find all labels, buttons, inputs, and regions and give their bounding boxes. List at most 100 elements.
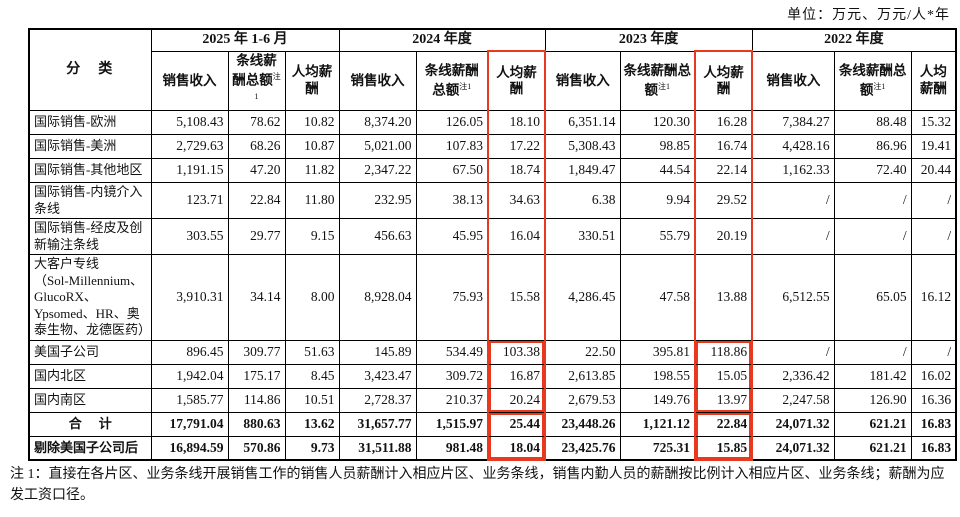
cell: 11.82: [284, 158, 340, 183]
cell: 15.32: [910, 110, 957, 135]
table-row: 国际销售-欧洲 5,108.43 78.62 10.82 8,374.20 126.05 1…: [28, 110, 957, 135]
year-header-2025: 2025 年 1-6 月: [150, 28, 340, 52]
cell: 2,679.53: [544, 387, 621, 413]
cell: /: [833, 339, 912, 365]
cell: 232.95: [338, 182, 417, 219]
cell: 1,121.12: [619, 411, 696, 437]
cell: 126.90: [833, 387, 912, 413]
cell: 1,942.04: [150, 363, 229, 389]
cell: 20.19: [694, 218, 754, 255]
row-label: 国际销售-内镜介入 条线: [28, 182, 152, 219]
cell: 18.10: [487, 110, 547, 135]
cell: 22.84: [694, 411, 754, 437]
cell: 126.05: [415, 110, 489, 135]
cell: 68.26: [227, 134, 286, 159]
table-body: 国际销售-欧洲 5,108.43 78.62 10.82 8,374.20 126.05 1…: [28, 110, 957, 461]
cell: 17,791.04: [150, 411, 229, 437]
cell: 13.62: [284, 411, 340, 437]
cell: 67.50: [415, 158, 489, 183]
cell: 395.81: [619, 339, 696, 365]
cell: 38.13: [415, 182, 489, 219]
row-label: 美国子公司: [28, 339, 152, 365]
col-header-salary-text: 条线薪酬总额: [232, 52, 277, 88]
footnote-ref: 注1: [873, 82, 886, 91]
table-header: 分 类 2025 年 1-6 月 2024 年度 2023 年度 2022 年度…: [28, 28, 957, 111]
col-header-salary: 条线薪酬总额注1: [833, 50, 912, 111]
cell: 2,247.58: [751, 387, 835, 413]
cell: 25.44: [487, 411, 547, 437]
cell: 2,728.37: [338, 387, 417, 413]
cell: 181.42: [833, 363, 912, 389]
cell: 31,657.77: [338, 411, 417, 437]
cell: 8,374.20: [338, 110, 417, 135]
cell: 4,286.45: [544, 254, 621, 341]
cell: 9.15: [284, 218, 340, 255]
col-header-avg: 人均薪酬: [694, 50, 754, 111]
cell: 2,347.22: [338, 158, 417, 183]
table-row: 剔除美国子公司后 16,894.59 570.86 9.73 31,511.88 981.…: [28, 435, 957, 461]
cell: 72.40: [833, 158, 912, 183]
sub-header-row: 销售收入 条线薪酬总额注1 人均薪酬 销售收入 条线薪酬总额注1 人均薪酬 销售收入 条线薪酬…: [29, 50, 957, 111]
cell: 149.76: [619, 387, 696, 413]
cell: 1,191.15: [150, 158, 229, 183]
footnote-ref: 注1: [254, 72, 281, 101]
cell: 8,928.04: [338, 254, 417, 341]
cell: 1,849.47: [544, 158, 621, 183]
cell: 19.41: [910, 134, 957, 159]
cell: 4,428.16: [751, 134, 835, 159]
cell: 24,071.32: [751, 435, 835, 461]
cell: 330.51: [544, 218, 621, 255]
cell: 303.55: [150, 218, 229, 255]
cell: 114.86: [227, 387, 286, 413]
cell: 22.14: [694, 158, 754, 183]
cell: 16.04: [487, 218, 547, 255]
corner-header: 分 类: [28, 28, 152, 111]
col-header-salary-text: 条线薪酬总额: [838, 62, 907, 98]
year-header-row: 分 类 2025 年 1-6 月 2024 年度 2023 年度 2022 年度: [28, 28, 957, 111]
cell: 18.74: [487, 158, 547, 183]
col-header-revenue: 销售收入: [338, 50, 417, 111]
cell: 309.77: [227, 339, 286, 365]
cell: 2,613.85: [544, 363, 621, 389]
cell: 621.21: [833, 435, 912, 461]
cell: 88.48: [833, 110, 912, 135]
cell: 107.83: [415, 134, 489, 159]
col-header-avg: 人均薪酬: [487, 50, 547, 111]
footnote-ref: 注1: [658, 82, 671, 91]
cell: 16,894.59: [150, 435, 229, 461]
col-header-revenue: 销售收入: [544, 50, 621, 111]
cell: 24,071.32: [751, 411, 835, 437]
cell: 6,351.14: [544, 110, 621, 135]
col-header-revenue: 销售收入: [150, 50, 229, 111]
cell: 45.95: [415, 218, 489, 255]
cell: 75.93: [415, 254, 489, 341]
cell: 16.12: [910, 254, 957, 341]
row-label: 合 计: [28, 411, 152, 437]
cell: 8.00: [284, 254, 340, 341]
cell: 5,308.43: [544, 134, 621, 159]
cell: 10.51: [284, 387, 340, 413]
cell: 16.28: [694, 110, 754, 135]
cell: 18.04: [487, 435, 547, 461]
cell: 16.83: [910, 411, 957, 437]
cell: 55.79: [619, 218, 696, 255]
cell: 2,729.63: [150, 134, 229, 159]
cell: 16.87: [487, 363, 547, 389]
cell: 118.86: [694, 339, 754, 365]
year-header-2023: 2023 年度: [544, 28, 753, 52]
cell: 7,384.27: [751, 110, 835, 135]
cell: 6,512.55: [751, 254, 835, 341]
cell: 145.89: [338, 339, 417, 365]
cell: 47.58: [619, 254, 696, 341]
row-label: 国际销售-其他地区: [28, 158, 152, 183]
cell: /: [910, 182, 957, 219]
cell: 23,425.76: [544, 435, 621, 461]
cell: 5,108.43: [150, 110, 229, 135]
col-header-salary: 条线薪酬总额注1: [415, 50, 489, 111]
cell: 13.88: [694, 254, 754, 341]
cell: /: [910, 218, 957, 255]
cell: 51.63: [284, 339, 340, 365]
table-row: 国际销售-美洲 2,729.63 68.26 10.87 5,021.00 107.83 1…: [28, 134, 957, 159]
cell: 34.14: [227, 254, 286, 341]
cell: 23,448.26: [544, 411, 621, 437]
